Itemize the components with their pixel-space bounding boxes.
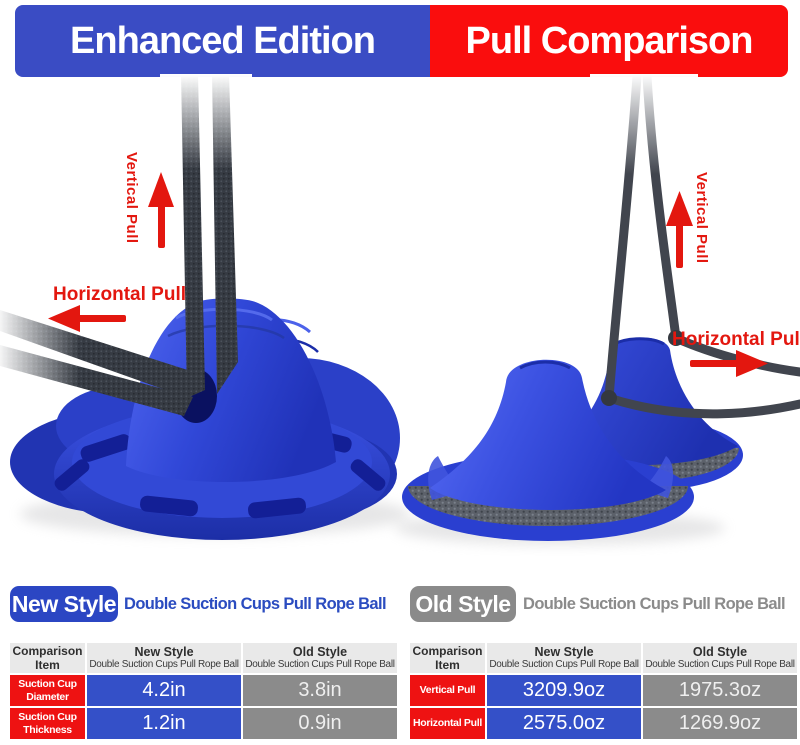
header-left-label: Enhanced Edition (70, 19, 376, 62)
old-style-product (395, 337, 743, 545)
vertical-pull-label-left: Vertical Pull (123, 152, 140, 244)
column-subtitle: Double Suction Cups Pull Rope Ball (245, 659, 395, 671)
table-corner-header: Comparison Item (10, 643, 85, 673)
column-subtitle: Double Suction Cups Pull Rope Ball (89, 659, 239, 671)
column-subtitle: Double Suction Cups Pull Rope Ball (489, 659, 639, 671)
row-label-suction-cup-diameter: Suction Cup Diameter (10, 675, 85, 706)
row-label-suction-cup-thickness: Suction Cup Thickness (10, 708, 85, 739)
value-new-thickness: 1.2in (87, 708, 241, 739)
value-new-vertical-pull: 3209.9oz (487, 675, 641, 706)
new-style-badge: New Style (10, 586, 118, 622)
horizontal-pull-label-right: Horizontal Pull (672, 329, 800, 350)
header-right-label: Pull Comparison (465, 19, 754, 62)
horizontal-pull-arrow-right (690, 350, 768, 377)
vertical-pull-arrow-right (666, 191, 693, 268)
header-enhanced-edition: Enhanced Edition (15, 5, 430, 77)
column-title: Old Style (292, 644, 348, 659)
new-style-title: Double Suction Cups Pull Rope Ball (124, 595, 387, 613)
table-new-style-header: New Style Double Suction Cups Pull Rope … (487, 643, 641, 673)
comparison-table-size: Comparison Item New Style Double Suction… (10, 643, 397, 739)
value-new-horizontal-pull: 2575.0oz (487, 708, 641, 739)
column-title: New Style (534, 644, 594, 659)
table-new-style-header: New Style Double Suction Cups Pull Rope … (87, 643, 241, 673)
pull-arrows (48, 172, 768, 377)
value-old-diameter: 3.8in (243, 675, 397, 706)
product-render-scene (0, 74, 800, 545)
header-pull-comparison: Pull Comparison (430, 5, 788, 77)
pull-straps-left (0, 74, 252, 416)
column-title: New Style (134, 644, 194, 659)
comparison-table-pull: Comparison Item New Style Double Suction… (410, 643, 797, 739)
column-subtitle: Double Suction Cups Pull Rope Ball (645, 659, 795, 671)
value-new-diameter: 4.2in (87, 675, 241, 706)
table-old-style-header: Old Style Double Suction Cups Pull Rope … (643, 643, 797, 673)
horizontal-pull-arrow-left (48, 305, 126, 332)
table-old-style-header: Old Style Double Suction Cups Pull Rope … (243, 643, 397, 673)
vertical-pull-arrow-left (148, 172, 174, 248)
value-old-vertical-pull: 1975.3oz (643, 675, 797, 706)
new-style-product (10, 298, 410, 540)
horizontal-pull-label-left: Horizontal Pull (53, 284, 186, 305)
row-label-horizontal-pull: Horizontal Pull (410, 708, 485, 739)
table-corner-header: Comparison Item (410, 643, 485, 673)
column-title: Old Style (692, 644, 748, 659)
vertical-pull-label-right: Vertical Pull (693, 172, 710, 264)
value-old-thickness: 0.9in (243, 708, 397, 739)
old-style-title: Double Suction Cups Pull Rope Ball (523, 595, 786, 613)
value-old-horizontal-pull: 1269.9oz (643, 708, 797, 739)
row-label-vertical-pull: Vertical Pull (410, 675, 485, 706)
old-style-badge: Old Style (410, 586, 516, 622)
